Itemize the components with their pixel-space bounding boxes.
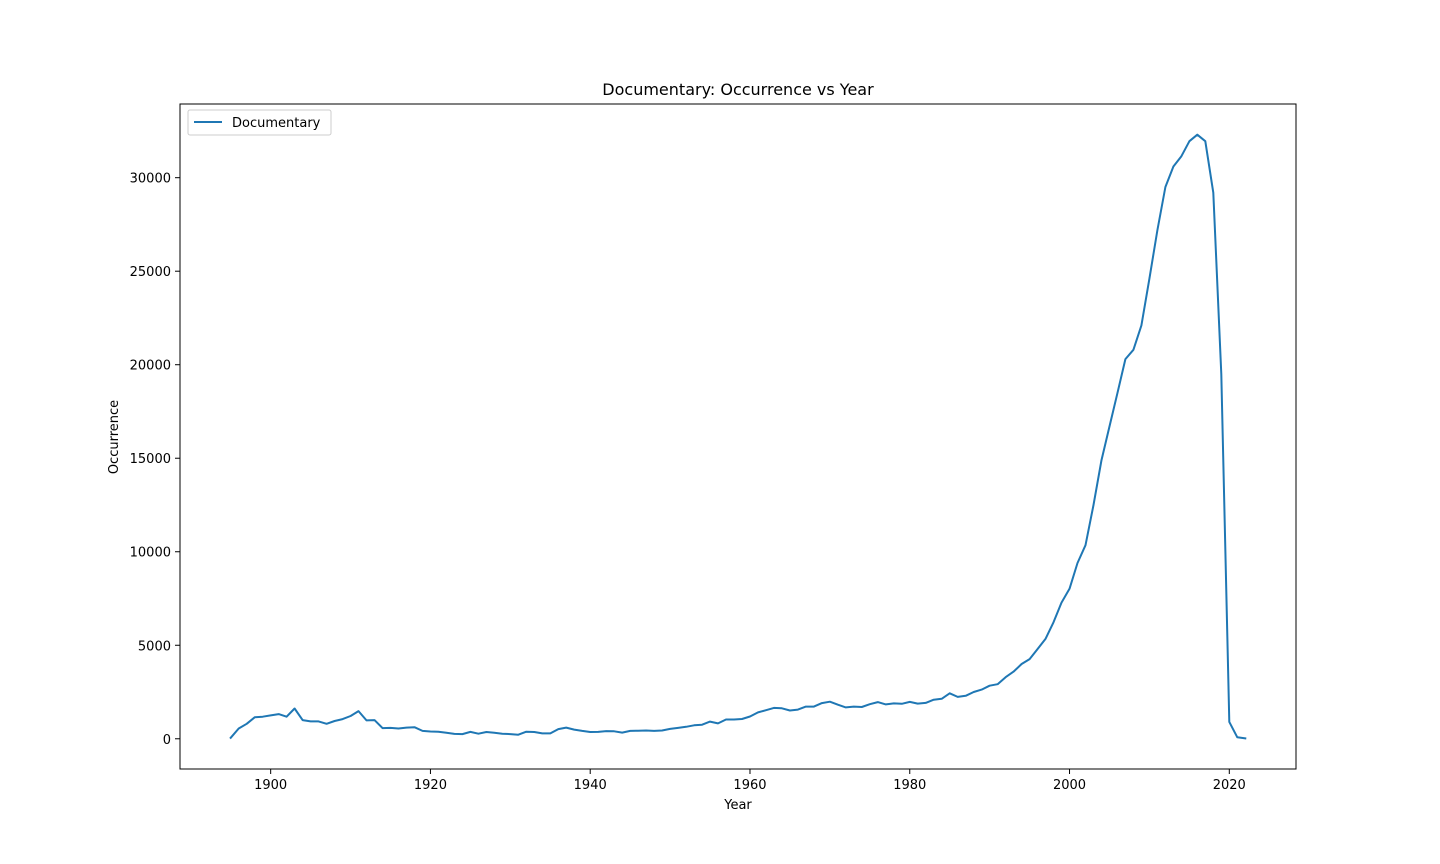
- y-tick-label-10000: 10000: [130, 546, 171, 561]
- y-tick-label-25000: 25000: [130, 265, 171, 280]
- x-tick-label-1900: 1900: [254, 778, 287, 793]
- y-tick-label-20000: 20000: [130, 359, 171, 374]
- x-tick-label-1980: 1980: [893, 778, 926, 793]
- y-tick-label-30000: 30000: [130, 172, 171, 187]
- x-tick-label-2020: 2020: [1213, 778, 1246, 793]
- chart-title: Documentary: Occurrence vs Year: [602, 80, 874, 99]
- x-axis-label: Year: [723, 798, 752, 813]
- y-tick-label-5000: 5000: [138, 639, 171, 654]
- y-tick-label-0: 0: [163, 733, 171, 748]
- legend: Documentary: [187, 109, 332, 136]
- x-tick-label-1920: 1920: [414, 778, 447, 793]
- legend-label-documentary: Documentary: [232, 116, 321, 131]
- y-tick-label-15000: 15000: [130, 452, 171, 467]
- x-tick-label-1960: 1960: [733, 778, 766, 793]
- x-tick-label-1940: 1940: [574, 778, 607, 793]
- legend-box: [187, 109, 332, 136]
- x-tick-label-2000: 2000: [1053, 778, 1086, 793]
- series-line-documentary: [229, 133, 1247, 740]
- y-axis-label: Occurrence: [107, 400, 122, 474]
- plot-area: 1900 1920 1940 1960 1980 2000 2020 0 5000 10000 15…: [130, 103, 1297, 793]
- axes-frame: [179, 103, 1297, 770]
